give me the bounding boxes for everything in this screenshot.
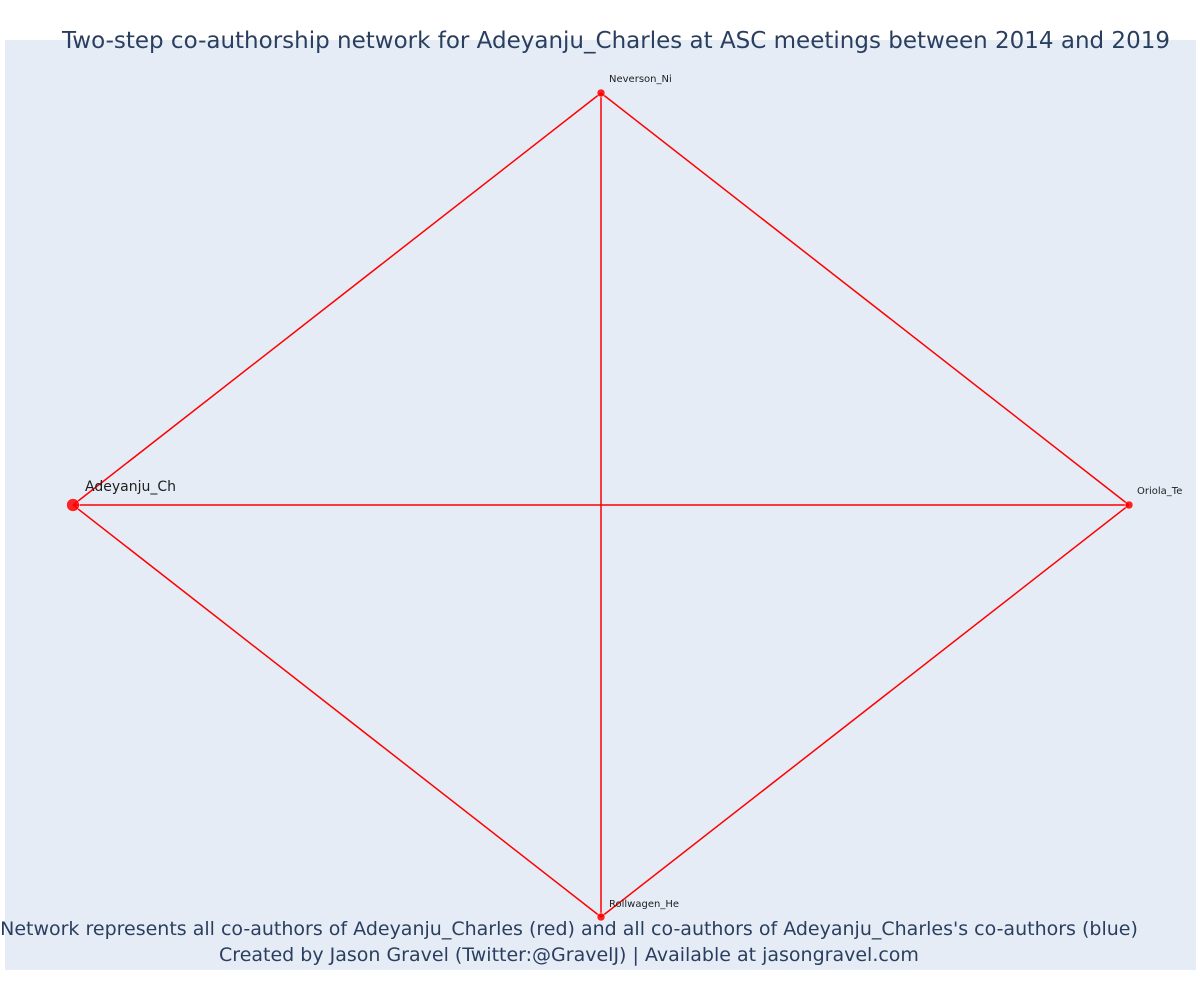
- node-Adeyanju_Charles[interactable]: [66, 498, 80, 512]
- edge-Adeyanju_Charles-Neverson_Ni: [72, 92, 602, 506]
- caption-line-2: Created by Jason Gravel (Twitter:@Gravel…: [219, 944, 919, 966]
- nodes-layer: [66, 88, 1134, 922]
- edge-Oriola_Te-Rollwagen_He: [600, 504, 1130, 918]
- edge-Adeyanju_Charles-Rollwagen_He: [72, 504, 602, 918]
- edges-layer: [72, 92, 1130, 918]
- node-label-Adeyanju_Charles: Adeyanju_Ch: [85, 479, 176, 495]
- node-label-Rollwagen_He: Rollwagen_He: [609, 899, 679, 910]
- node-label-Neverson_Ni: Neverson_Ni: [609, 74, 672, 85]
- node-Rollwagen_He[interactable]: [596, 912, 606, 922]
- node-Neverson_Ni[interactable]: [596, 88, 606, 98]
- labels-layer: Adeyanju_Ch Neverson_Ni Oriola_Te Rollwagen…: [85, 74, 1182, 910]
- node-label-Oriola_Te: Oriola_Te: [1137, 486, 1182, 497]
- chart-title: Two-step co-authorship network for Adeya…: [62, 28, 1170, 54]
- caption-line-1: Network represents all co-authors of Ade…: [0, 918, 1138, 940]
- node-Oriola_Te[interactable]: [1124, 500, 1134, 510]
- edge-Neverson_Ni-Oriola_Te: [600, 92, 1130, 506]
